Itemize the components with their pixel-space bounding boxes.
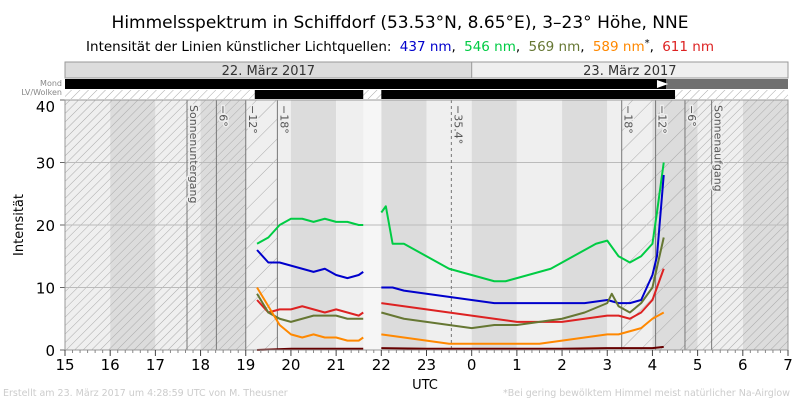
event-label: −35.4° — [451, 105, 464, 144]
moon-bar-set — [665, 79, 788, 89]
series-line-baseline — [381, 345, 664, 350]
y-tick-label: 10 — [36, 280, 55, 298]
x-tick-label: 4 — [648, 356, 658, 374]
event-label: −6° — [685, 105, 698, 127]
x-tick-label: 20 — [281, 356, 300, 374]
series-line-546nm — [380, 162, 665, 283]
x-tick-label: 3 — [602, 356, 612, 374]
date-label: 23. März 2017 — [583, 64, 676, 79]
date-row-day2 — [471, 61, 789, 79]
x-tick-label: 23 — [417, 356, 436, 374]
y-tick-label: 30 — [36, 155, 55, 173]
legend-546: 546 nm — [464, 39, 516, 55]
date-label: 22. März 2017 — [222, 64, 315, 79]
legend-611: 611 nm — [662, 39, 714, 55]
series-line-569nm — [256, 293, 364, 323]
chart-title: Himmelsspektrum in Schiffdorf (53.53°N, … — [112, 13, 689, 33]
y-axis-label: Intensität — [12, 194, 27, 256]
moonset-arrow-icon — [656, 80, 669, 88]
x-tick-label: 5 — [693, 356, 703, 374]
x-tick-label: 7 — [783, 356, 793, 374]
event-label: Sonnenaufgang — [712, 105, 725, 192]
x-tick-label: 17 — [146, 356, 165, 374]
series-line-baseline — [257, 347, 364, 351]
event-label: −12° — [656, 105, 669, 134]
x-tick-label: 16 — [101, 356, 120, 374]
row-label-moon: Mond — [40, 79, 62, 88]
legend-589: 589 nm — [593, 39, 645, 55]
clouds-bar — [254, 90, 364, 99]
series-line-589nm — [381, 311, 665, 345]
x-tick-label: 0 — [467, 356, 477, 374]
x-tick-label: 2 — [557, 356, 567, 374]
x-tick-label: 18 — [191, 356, 210, 374]
moon-bar — [65, 79, 666, 89]
y-tick-label: 0 — [45, 342, 55, 360]
x-axis-label: UTC — [412, 378, 438, 393]
legend-589-mark: * — [645, 38, 650, 49]
series-line-437nm — [256, 249, 364, 280]
series-line-437nm — [381, 174, 665, 305]
footer-note: *Bei gering bewölktem Himmel meist natür… — [503, 388, 790, 399]
x-tick-label: 22 — [372, 356, 391, 374]
series-line-546nm — [256, 217, 364, 245]
x-tick-label: 6 — [738, 356, 748, 374]
series-line-611nm — [381, 268, 665, 323]
event-label: −18° — [277, 105, 290, 134]
y-tick-label: 40 — [36, 98, 55, 116]
x-tick-label: 1 — [512, 356, 522, 374]
series-line-569nm — [381, 237, 665, 330]
y-tick-label: 20 — [36, 217, 55, 235]
chart-subtitle: Intensität der Linien künstlicher Lichtq… — [86, 38, 714, 56]
event-label: −18° — [622, 105, 635, 134]
series-line-611nm — [256, 299, 364, 317]
footer-credit: Erstellt am 23. März 2017 um 4:28:59 UTC… — [3, 388, 288, 399]
x-tick-label: 19 — [236, 356, 255, 374]
clouds-bar — [381, 90, 676, 99]
event-label: −6° — [216, 105, 229, 127]
legend-569: 569 nm — [528, 39, 580, 55]
series-line-589nm — [256, 286, 364, 342]
x-tick-label: 21 — [327, 356, 346, 374]
x-tick-label: 15 — [55, 356, 74, 374]
event-label: Sonnenuntergang — [187, 105, 200, 203]
subtitle-prefix: Intensität der Linien künstlicher Lichtq… — [86, 39, 391, 55]
legend-437: 437 nm — [400, 39, 452, 55]
row-label-clouds: LV/Wolken — [21, 88, 62, 97]
event-label: −12° — [246, 105, 259, 134]
